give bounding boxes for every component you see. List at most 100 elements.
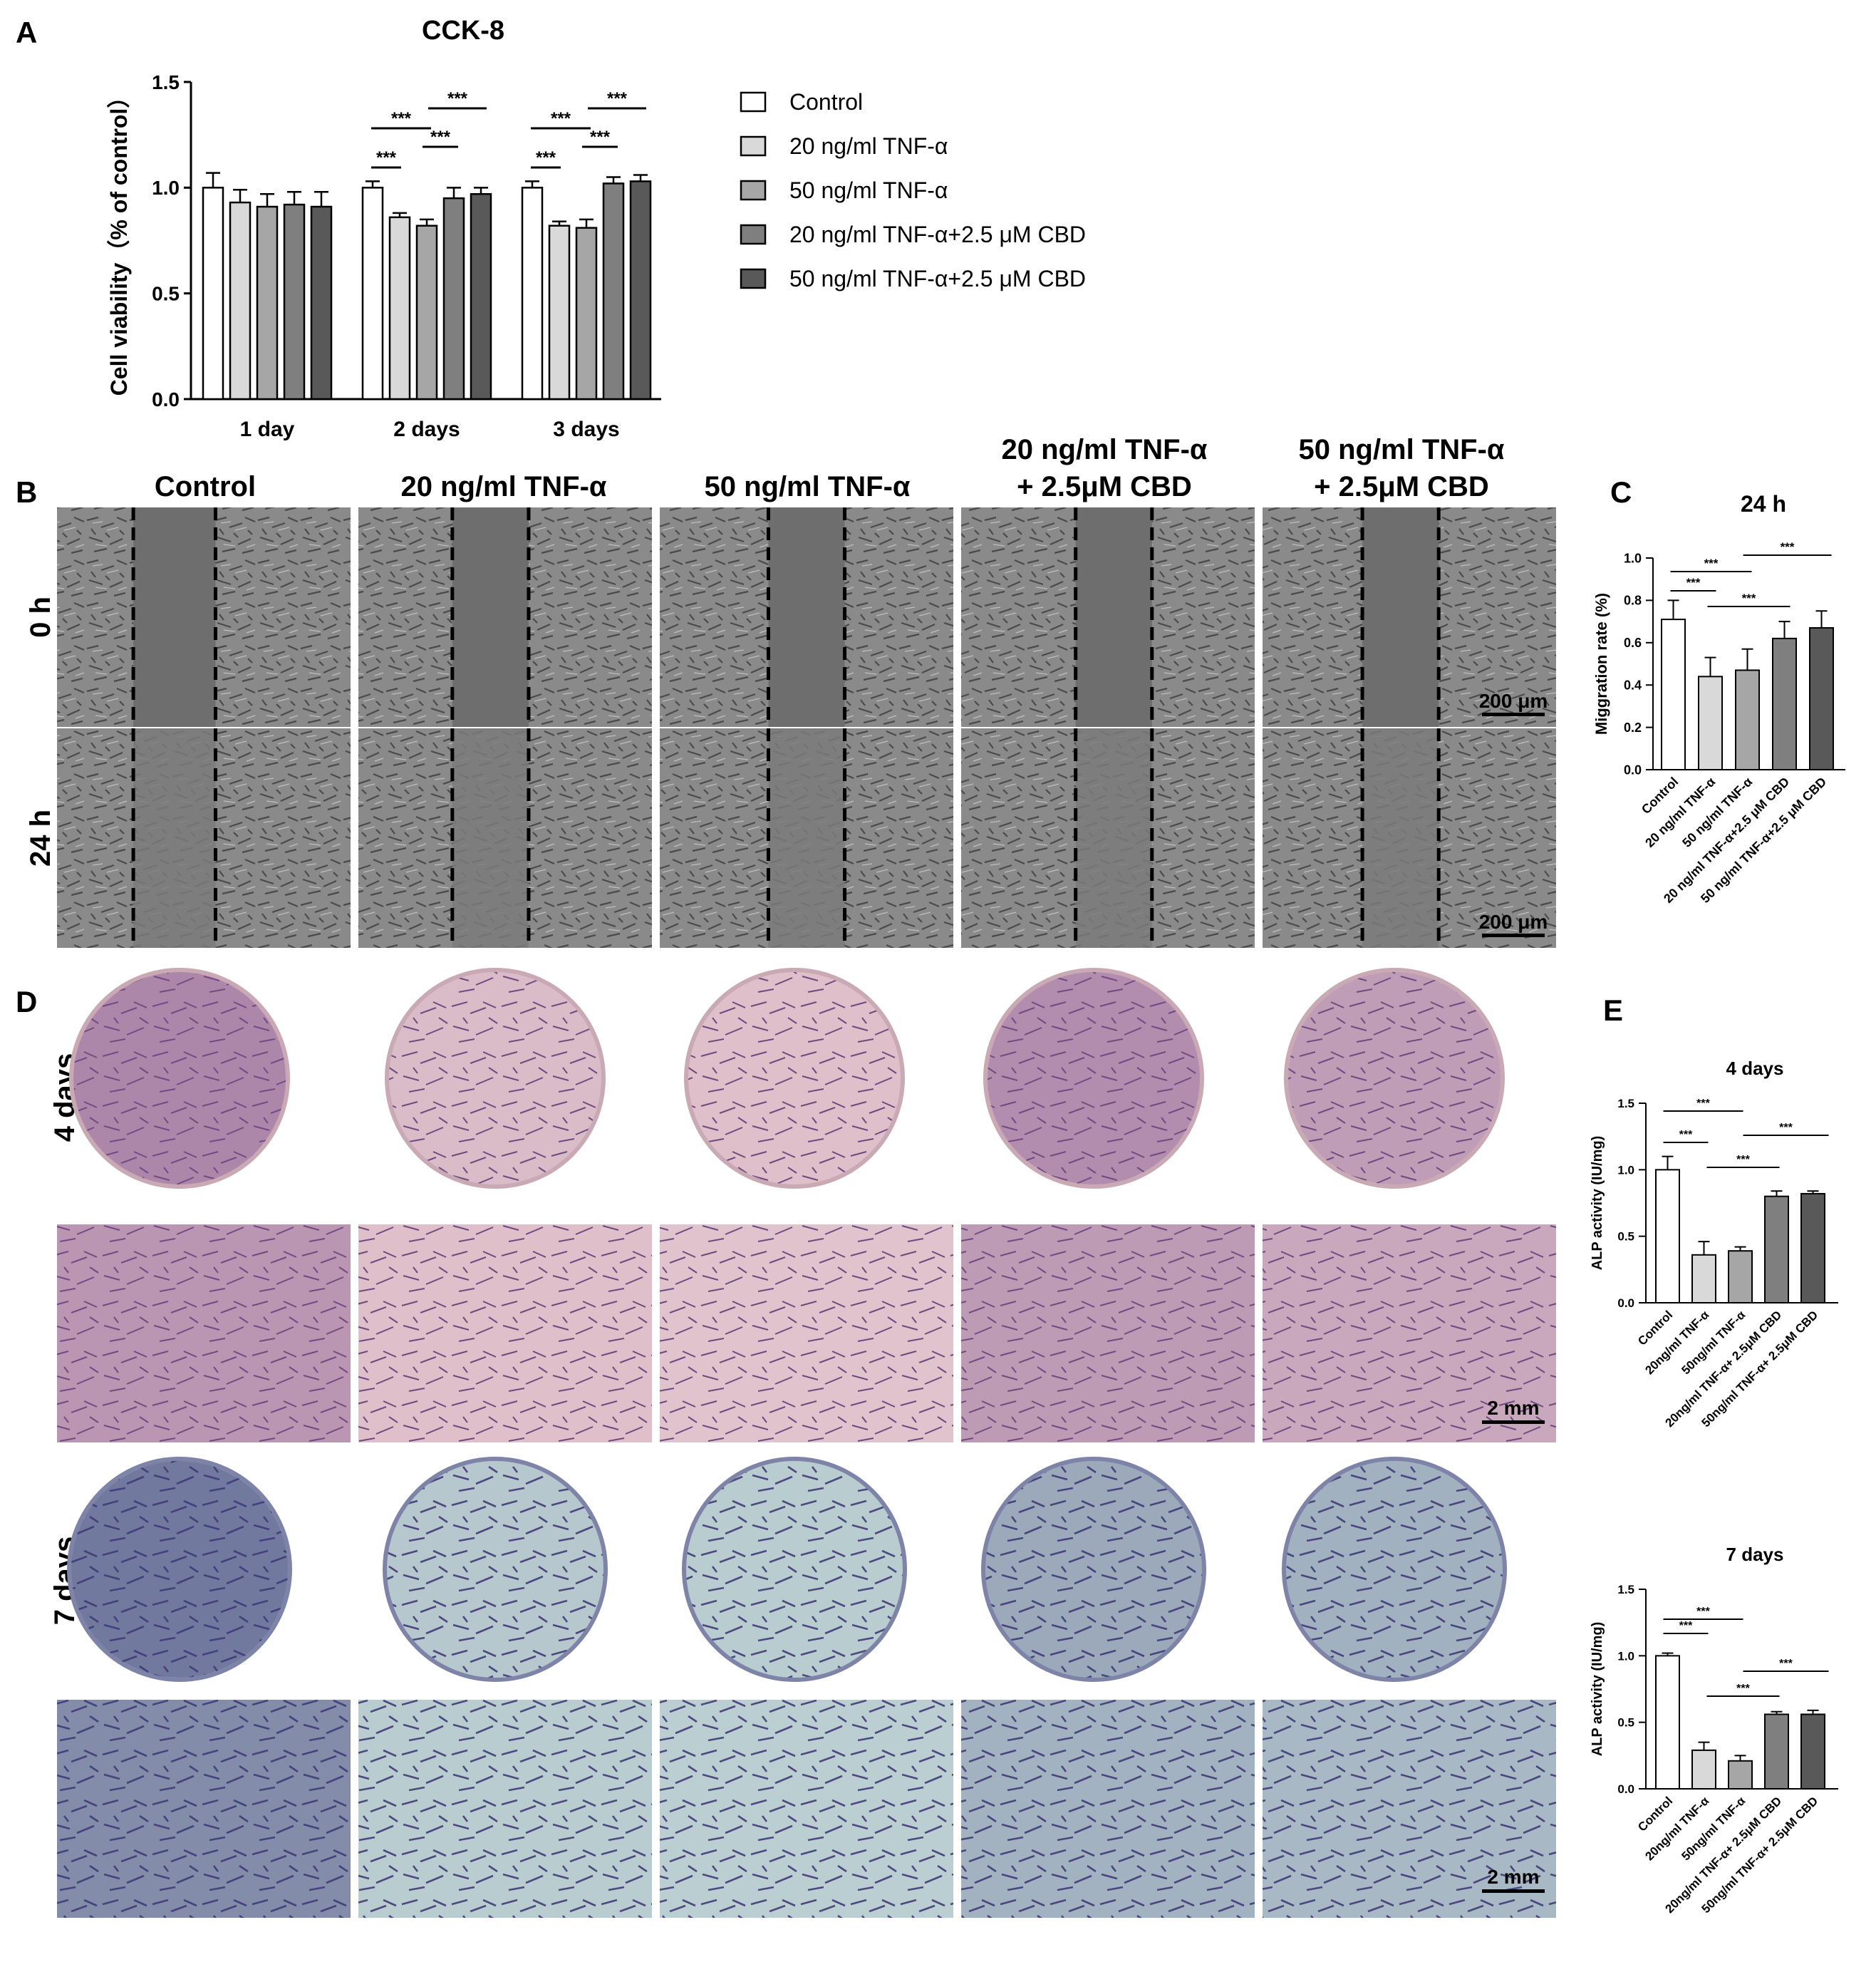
- cck8-legend: Control 20 ng/ml TNF-α 50 ng/ml TNF-α 20 ng…: [740, 89, 1086, 291]
- significance-stars: ***: [1704, 557, 1719, 570]
- migration-bar: [1735, 669, 1760, 770]
- culture-well: [385, 968, 606, 1189]
- migration-y-tick-label: 0.0: [1624, 763, 1642, 777]
- culture-well: [383, 1457, 608, 1682]
- alp7-bar: [1764, 1713, 1789, 1790]
- alp4-title: 4 days: [1726, 1058, 1784, 1079]
- well-stain-overlay: [71, 1461, 288, 1678]
- cck8-title: CCK-8: [422, 16, 504, 46]
- migration-y-tick-label: 1.0: [1624, 551, 1642, 565]
- row-label-24h: 24 h: [25, 810, 56, 867]
- well-stain-overlay: [688, 972, 901, 1184]
- micrograph-stain-overlay: [961, 1224, 1255, 1442]
- scale-bar-label-0h: 200 μm: [1479, 690, 1548, 712]
- alp7-bar: [1728, 1760, 1753, 1790]
- scale-bar-label-4days: 2 mm: [1487, 1397, 1539, 1419]
- col-header-tnf20-cbd-line1: 20 ng/ml TNF-α: [1001, 434, 1207, 465]
- legend-label: 20 ng/ml TNF-α+2.5 μM CBD: [789, 222, 1086, 247]
- migration-title: 24 h: [1741, 491, 1786, 517]
- cck8-bar: [229, 201, 252, 401]
- significance-stars: ***: [1736, 1683, 1750, 1695]
- significance-stars: ***: [536, 148, 556, 167]
- alp4-bar: [1764, 1195, 1789, 1303]
- panel-b-column-headers: Control 20 ng/ml TNF-α 50 ng/ml TNF-α 20…: [155, 434, 1505, 502]
- legend-swatch: [740, 224, 767, 245]
- scratch-gap: [1362, 728, 1439, 948]
- migration-y-tick-label: 0.4: [1624, 678, 1642, 693]
- cck8-bar: [256, 205, 279, 401]
- alp4-bar: [1655, 1169, 1680, 1304]
- legend-swatch: [740, 268, 767, 289]
- scale-bar-24h: [1482, 934, 1545, 937]
- significance-stars: ***: [1679, 1129, 1693, 1141]
- row-label-0h: 0 h: [25, 597, 56, 638]
- panel-b-row-labels: 0 h 24 h: [25, 597, 56, 867]
- significance-stars: ***: [447, 89, 468, 108]
- migration-bar: [1698, 676, 1723, 770]
- cck8-bar: [310, 205, 333, 401]
- col-header-tnf50: 50 ng/ml TNF-α: [704, 471, 910, 502]
- scale-bar-0h: [1482, 713, 1545, 716]
- panel-b-scale-bars: 200 μm 200 μm: [1479, 690, 1548, 937]
- alp-micrograph: [57, 1224, 351, 1442]
- migration-chart: 24 h Miggration rate (%) 0.0 0.2 0.4 0.6 0.8 1.…: [1592, 491, 1845, 906]
- cck8-bar: [575, 227, 598, 401]
- cck8-chart: CCK-8 Cell viability（% of control） 0.0 0.5 1…: [106, 16, 661, 441]
- culture-well: [1284, 968, 1505, 1189]
- alp7-bar: [1655, 1655, 1680, 1790]
- alp-micrograph: [961, 1700, 1255, 1918]
- significance-stars: ***: [1696, 1606, 1710, 1618]
- col-header-tnf20-cbd-line2: + 2.5μM CBD: [1017, 471, 1192, 502]
- migration-y-tick-label: 0.2: [1624, 721, 1642, 735]
- scratch-gap: [768, 728, 845, 948]
- migration-bar: [1661, 619, 1686, 770]
- legend-label: 20 ng/ml TNF-α: [789, 133, 948, 159]
- col-header-tnf20: 20 ng/ml TNF-α: [400, 471, 606, 502]
- significance-stars: ***: [1781, 540, 1795, 554]
- micrograph-stain-overlay: [358, 1700, 652, 1918]
- micrograph-stain-overlay: [660, 1700, 953, 1918]
- alp7-title: 7 days: [1726, 1544, 1784, 1565]
- scale-bar-7days: [1482, 1889, 1545, 1893]
- alp7-y-label: ALP activity (IU/mg): [1590, 1622, 1605, 1757]
- significance-stars: ***: [1779, 1122, 1793, 1134]
- well-stain-overlay: [1288, 972, 1501, 1184]
- significance-stars: ***: [607, 89, 628, 108]
- micrograph-stain-overlay: [358, 1224, 652, 1442]
- significance-stars: ***: [590, 128, 611, 147]
- alp4-x-tick-label: 50ng/ml TNF-α: [1679, 1308, 1748, 1377]
- micrograph-stain-overlay: [1263, 1700, 1556, 1918]
- well-stain-overlay: [387, 1461, 603, 1678]
- col-header-tnf50-cbd-line1: 50 ng/ml TNF-α: [1298, 434, 1504, 465]
- panel-label-a: A: [16, 16, 37, 49]
- micrograph-stain-overlay: [660, 1224, 953, 1442]
- cck8-y-tick-label: 0.0: [152, 388, 180, 411]
- legend-label: Control: [789, 89, 863, 115]
- alp7-y-tick-label: 1.0: [1617, 1649, 1634, 1663]
- migration-y-tick-label: 0.8: [1624, 594, 1642, 608]
- cck8-x-tick-label: 1 day: [240, 418, 295, 441]
- alp4-y-tick-label: 0.5: [1617, 1230, 1634, 1244]
- well-stain-overlay: [988, 972, 1200, 1184]
- panel-label-b: B: [16, 475, 37, 509]
- alp-micrograph: [660, 1224, 953, 1442]
- col-header-tnf50-cbd-line2: + 2.5μM CBD: [1314, 471, 1489, 502]
- alp7-x-tick-label: 20ng/ml TNF-α: [1642, 1794, 1711, 1863]
- significance-stars: ***: [1779, 1658, 1793, 1670]
- cck8-x-tick-label: 2 days: [393, 418, 460, 441]
- cck8-y-tick-label: 0.5: [152, 282, 180, 304]
- legend-swatch: [740, 135, 767, 157]
- cck8-bar: [283, 203, 306, 401]
- cck8-x-tick-label: 3 days: [553, 418, 619, 441]
- alp-staining-images: [57, 968, 1556, 1918]
- alp-micrograph: [961, 1224, 1255, 1442]
- alp7-bar: [1691, 1749, 1716, 1790]
- scratch-gap: [133, 507, 216, 727]
- legend-label: 50 ng/ml TNF-α+2.5 μM CBD: [789, 266, 1086, 291]
- scale-bar-label-7days: 2 mm: [1487, 1866, 1539, 1888]
- migration-y-tick-label: 0.6: [1624, 636, 1642, 650]
- significance-stars: ***: [430, 128, 451, 147]
